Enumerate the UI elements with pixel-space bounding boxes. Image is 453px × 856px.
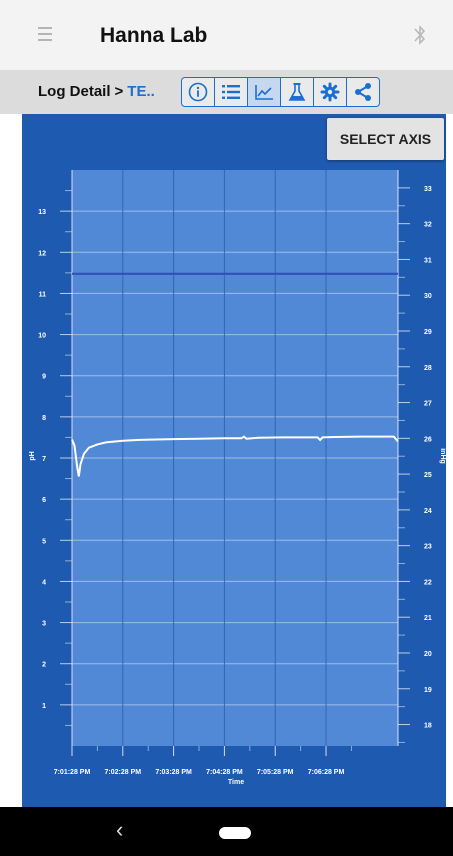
y-right-tick-label: 27 <box>424 401 432 408</box>
x-axis-title: Time <box>228 779 244 786</box>
y-left-tick-label: 9 <box>42 374 46 381</box>
y-left-tick-label: 6 <box>42 497 46 504</box>
breadcrumb-root[interactable]: Log Detail <box>38 83 111 100</box>
y-left-tick-label: 13 <box>38 209 46 216</box>
y-right-tick-label: 21 <box>424 615 432 622</box>
y-right-tick-label: 32 <box>424 222 432 229</box>
y-left-axis-title: pH <box>29 451 36 460</box>
system-nav-bar: ‹ <box>0 807 453 856</box>
gear-icon <box>320 82 340 102</box>
hamburger-icon[interactable] <box>38 27 52 43</box>
y-left-tick-label: 12 <box>38 250 46 257</box>
y-right-axis-title: inHg <box>439 448 446 464</box>
y-right-tick-label: 26 <box>424 436 432 443</box>
y-left-tick-label: 11 <box>39 291 47 298</box>
y-left-tick-label: 8 <box>42 415 46 422</box>
breadcrumb: Log Detail > TE.. <box>38 83 155 100</box>
back-icon[interactable]: ‹ <box>116 817 124 842</box>
settings-button[interactable] <box>313 77 347 107</box>
y-right-tick-label: 20 <box>424 651 432 658</box>
view-toolbar <box>181 77 380 107</box>
y-right-tick-label: 33 <box>424 186 432 193</box>
x-tick-label: 7:01:28 PM <box>54 769 91 776</box>
y-right-tick-label: 29 <box>424 329 432 336</box>
toolbar: Log Detail > TE.. <box>0 70 453 114</box>
bluetooth-icon[interactable] <box>411 22 429 48</box>
y-left-tick-label: 2 <box>42 662 46 669</box>
x-tick-label: 7:02:28 PM <box>105 769 142 776</box>
info-icon <box>188 82 208 102</box>
y-left-tick-label: 10 <box>38 333 46 340</box>
y-right-tick-label: 24 <box>424 508 432 515</box>
y-right-tick-label: 19 <box>424 687 432 694</box>
flask-button[interactable] <box>280 77 314 107</box>
y-right-tick-label: 25 <box>424 472 432 479</box>
x-tick-label: 7:05:28 PM <box>257 769 294 776</box>
x-tick-label: 7:04:28 PM <box>206 769 243 776</box>
x-tick-label: 7:06:28 PM <box>308 769 345 776</box>
plot-area <box>72 170 398 746</box>
series-line-ph <box>71 435 399 477</box>
breadcrumb-current: TE.. <box>127 83 155 100</box>
home-button[interactable] <box>219 827 251 839</box>
info-button[interactable] <box>181 77 215 107</box>
flask-icon <box>288 83 306 101</box>
y-right-tick-label: 22 <box>424 579 432 586</box>
graph-icon <box>255 85 273 100</box>
share-icon <box>355 83 371 101</box>
y-right-tick-label: 31 <box>424 257 432 264</box>
graph-button[interactable] <box>247 77 281 107</box>
y-right-tick-label: 18 <box>424 723 432 730</box>
breadcrumb-separator: > <box>114 83 124 100</box>
y-left-tick-label: 3 <box>42 621 46 628</box>
app-header: Hanna Lab <box>0 0 453 70</box>
log-chart[interactable]: 1234567891011121318192021222324252627282… <box>0 0 453 807</box>
y-left-tick-label: 4 <box>42 579 46 586</box>
y-left-tick-label: 7 <box>42 456 46 463</box>
x-tick-label: 7:03:28 PM <box>155 769 192 776</box>
list-icon <box>222 85 240 99</box>
share-button[interactable] <box>346 77 380 107</box>
y-left-tick-label: 5 <box>42 538 46 545</box>
y-right-tick-label: 30 <box>424 293 432 300</box>
y-left-tick-label: 1 <box>42 703 46 710</box>
y-right-tick-label: 23 <box>424 544 432 551</box>
y-right-tick-label: 28 <box>424 365 432 372</box>
app-title: Hanna Lab <box>100 24 208 47</box>
select-axis-button[interactable]: SELECT AXIS <box>327 118 444 160</box>
